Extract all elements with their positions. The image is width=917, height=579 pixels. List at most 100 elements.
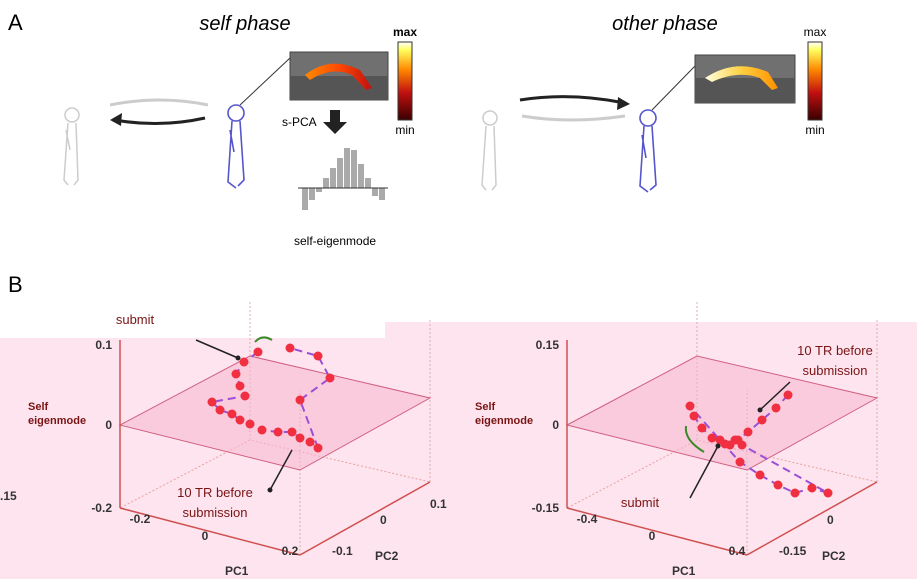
- x-tick-label: 0.2: [282, 544, 299, 558]
- x-axis: [119, 507, 301, 556]
- panel-label: A: [8, 10, 23, 35]
- bar: [365, 178, 371, 188]
- z-tick-label: -0.15: [532, 501, 560, 515]
- annotation: 10 TR before: [177, 485, 253, 500]
- time-point: [295, 395, 305, 405]
- activation: [705, 66, 778, 90]
- pointer-line: [651, 65, 696, 111]
- activation: [305, 63, 372, 90]
- colorbar-max: max: [393, 25, 417, 39]
- x-tick-label: 0: [202, 529, 209, 543]
- time-point: [253, 347, 263, 357]
- y-tick-label: -0.15: [779, 544, 807, 558]
- time-point: [771, 403, 781, 413]
- colorbar-max: max: [804, 25, 827, 39]
- z-axis-label: eigenmode: [475, 415, 533, 427]
- z-tick-label: 0.1: [95, 338, 112, 352]
- bar: [337, 158, 343, 188]
- time-point: [773, 480, 783, 490]
- arrow-head: [267, 487, 273, 493]
- time-point: [235, 415, 245, 425]
- pointer-line: [239, 57, 291, 106]
- annotation: submit: [621, 495, 660, 510]
- time-point: [689, 411, 699, 421]
- colorbar-min: min: [395, 123, 414, 137]
- time-point: [757, 415, 767, 425]
- z-axis-label: Self: [475, 401, 496, 413]
- eigenmode-bars: [302, 148, 385, 210]
- time-point: [231, 369, 241, 379]
- zero-plane: [118, 355, 432, 471]
- figure-left: [481, 110, 498, 191]
- time-point: [207, 397, 217, 407]
- x-tick-label: -0.4: [577, 512, 598, 526]
- bar: [379, 188, 385, 200]
- time-point: [807, 483, 817, 493]
- time-point: [295, 433, 305, 443]
- y-tick-label: 0: [827, 513, 834, 527]
- time-point: [735, 457, 745, 467]
- plot-3d: 0.15 0 -0.15 Self eigenmode -0.4 0 0.4 PC1 -0.15 0…: [475, 300, 879, 578]
- time-point: [285, 343, 295, 353]
- rotation-arrow: [684, 425, 705, 453]
- y-tick-label: -0.1: [332, 544, 353, 558]
- time-point: [697, 423, 707, 433]
- y-axis: [299, 481, 431, 556]
- bar: [302, 188, 308, 210]
- panel-label: B: [8, 272, 23, 297]
- time-point: [725, 440, 735, 450]
- x-axis-label: PC1: [225, 564, 249, 578]
- time-point: [685, 401, 695, 411]
- colorbar: [807, 41, 823, 121]
- figure-self: [227, 104, 245, 189]
- time-point: [325, 373, 335, 383]
- y-axis: [746, 481, 878, 556]
- arrow-head: [715, 443, 721, 449]
- brain-map: [290, 76, 388, 100]
- annotation: submit: [116, 312, 155, 327]
- arrow-head: [757, 407, 763, 413]
- down-arrow: [323, 110, 347, 134]
- time-point: [245, 419, 255, 429]
- z-axis-label: eigenmode: [28, 415, 86, 427]
- annotation-arrow: [195, 339, 239, 359]
- annotation-arrow: [759, 381, 791, 411]
- phase-title: other phase: [612, 13, 718, 35]
- time-point: [313, 443, 323, 453]
- time-point: [707, 433, 717, 443]
- annotation: 10 TR before: [797, 343, 873, 358]
- annotation: submission: [182, 505, 247, 520]
- brain-map: [695, 78, 795, 103]
- y-axis-label: PC2: [375, 549, 399, 563]
- time-point: [737, 440, 747, 450]
- annotation-arrow: [689, 445, 719, 499]
- time-point: [313, 351, 323, 361]
- time-point: [239, 357, 249, 367]
- z-tick-label: -0.2: [91, 501, 112, 515]
- z-tick-label: 0.15: [536, 338, 560, 352]
- y-tick-label: 0.1: [430, 497, 447, 511]
- colorbar: [397, 41, 413, 121]
- time-point: [755, 470, 765, 480]
- eigenmode-label: self-eigenmode: [294, 234, 376, 248]
- figure-other: [639, 109, 657, 193]
- bar: [358, 164, 364, 188]
- time-point: [257, 425, 267, 435]
- rotation-arrow: [254, 336, 273, 343]
- time-point: [215, 405, 225, 415]
- x-tick-label: 0: [649, 529, 656, 543]
- cropped-tick: .15: [0, 489, 17, 503]
- time-point: [790, 488, 800, 498]
- method-label: s-PCA: [282, 115, 317, 129]
- time-point: [273, 427, 283, 437]
- bar: [372, 188, 378, 196]
- annotation: submission: [802, 363, 867, 378]
- phase-title: self phase: [199, 13, 290, 35]
- y-axis-label: PC2: [822, 549, 846, 563]
- time-point: [240, 391, 250, 401]
- time-point: [227, 409, 237, 419]
- y-tick-label: 0: [380, 513, 387, 527]
- time-point: [783, 390, 793, 400]
- annotation-arrow: [269, 449, 293, 491]
